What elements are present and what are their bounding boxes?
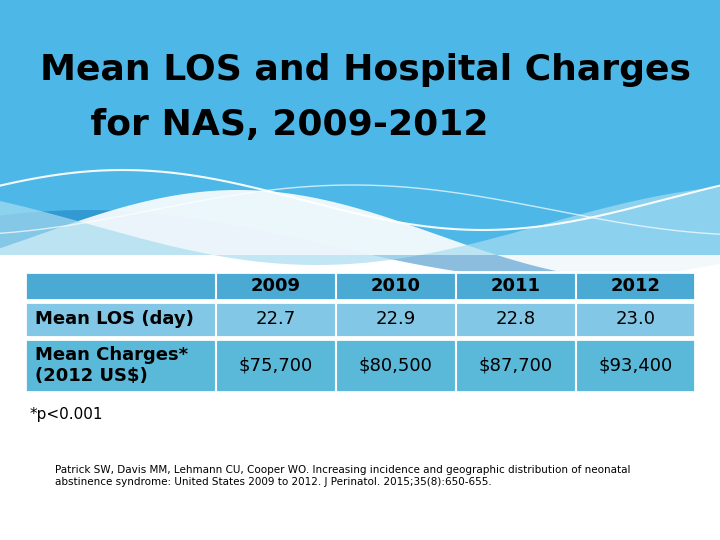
Bar — [25, 272, 695, 300]
Bar — [0, 0, 720, 255]
Text: 22.8: 22.8 — [495, 310, 536, 328]
Text: 2012: 2012 — [611, 277, 661, 295]
Text: 2010: 2010 — [371, 277, 421, 295]
Text: Mean LOS (day): Mean LOS (day) — [35, 310, 194, 328]
Text: 23.0: 23.0 — [616, 310, 656, 328]
Text: $87,700: $87,700 — [479, 356, 553, 375]
Text: for NAS, 2009-2012: for NAS, 2009-2012 — [40, 108, 488, 142]
Polygon shape — [0, 187, 720, 265]
Text: Mean LOS and Hospital Charges: Mean LOS and Hospital Charges — [40, 53, 691, 87]
Text: *p<0.001: *p<0.001 — [30, 407, 104, 422]
Text: $80,500: $80,500 — [359, 356, 433, 375]
Text: 22.7: 22.7 — [256, 310, 296, 328]
Polygon shape — [0, 210, 720, 280]
Text: 2009: 2009 — [251, 277, 301, 295]
Text: Patrick SW, Davis MM, Lehmann CU, Cooper WO. Increasing incidence and geographic: Patrick SW, Davis MM, Lehmann CU, Cooper… — [55, 465, 631, 487]
Text: 22.9: 22.9 — [376, 310, 416, 328]
Bar — [25, 302, 695, 337]
Text: Mean Charges*
(2012 US$): Mean Charges* (2012 US$) — [35, 346, 188, 385]
Polygon shape — [0, 190, 720, 280]
Text: $93,400: $93,400 — [598, 356, 672, 375]
Text: $75,700: $75,700 — [239, 356, 313, 375]
Text: 2011: 2011 — [491, 277, 541, 295]
Bar — [25, 339, 695, 392]
